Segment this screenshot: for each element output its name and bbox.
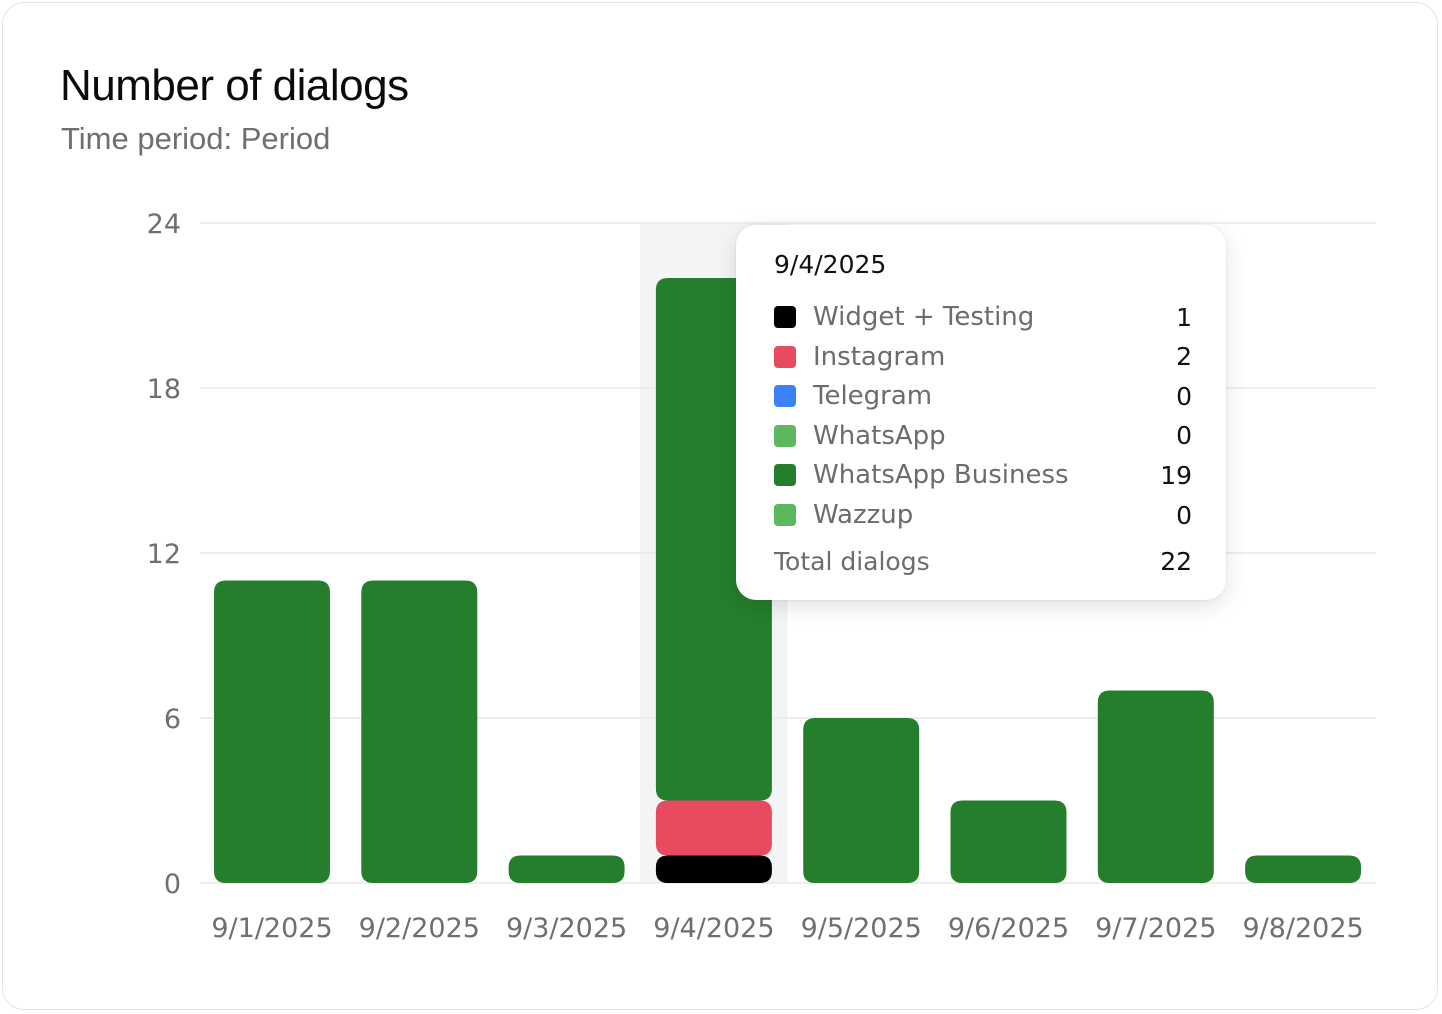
tooltip-row-value: 0 xyxy=(1176,421,1192,451)
x-tick-label: 9/1/2025 xyxy=(211,913,332,944)
tooltip-row-label: WhatsApp Business xyxy=(813,460,1069,491)
tooltip-row-value: 1 xyxy=(1176,302,1192,332)
tooltip-total-value: 22 xyxy=(1160,546,1192,576)
y-tick-label: 6 xyxy=(164,704,181,735)
legend-swatch xyxy=(774,385,796,408)
bar-segment-whatsapp-business xyxy=(214,580,330,883)
tooltip-date: 9/4/2025 xyxy=(774,250,887,279)
y-tick-label: 18 xyxy=(147,374,181,405)
legend-swatch xyxy=(774,504,796,526)
tooltip-row-label: WhatsApp xyxy=(813,420,946,451)
x-tick-label: 9/7/2025 xyxy=(1095,913,1216,944)
tooltip-row-label: Instagram xyxy=(813,341,946,372)
y-tick-label: 24 xyxy=(147,209,181,240)
legend-swatch xyxy=(774,464,796,487)
bar-segment-whatsapp-business xyxy=(508,855,625,883)
bar-segment-whatsapp-business xyxy=(1245,855,1362,883)
chart-title: Number of dialogs xyxy=(60,61,409,110)
tooltip-row: Telegram 0 xyxy=(774,376,1192,416)
tooltip-row: WhatsApp 0 xyxy=(774,416,1192,456)
tooltip-row: Widget + Testing 1 xyxy=(774,297,1192,337)
tooltip-row-value: 0 xyxy=(1176,500,1192,530)
tooltip-total-label: Total dialogs xyxy=(774,546,930,576)
tooltip-row-label: Telegram xyxy=(813,381,933,412)
y-tick-label: 0 xyxy=(164,869,181,900)
x-tick-label: 9/5/2025 xyxy=(801,913,922,944)
tooltip-total-row: Total dialogs 22 xyxy=(774,543,1192,579)
x-tick-label: 9/4/2025 xyxy=(653,913,774,944)
tooltip-row-label: Wazzup xyxy=(813,500,914,530)
tooltip-row-value: 19 xyxy=(1160,460,1192,490)
legend-swatch xyxy=(774,306,796,328)
legend-swatch xyxy=(774,345,796,368)
bar-segment-whatsapp-business xyxy=(1097,690,1214,883)
bar-segment-widget-testing xyxy=(655,855,772,883)
tooltip-row: Wazzup 0 xyxy=(774,495,1192,535)
tooltip-row-label: Widget + Testing xyxy=(813,302,1035,332)
bar-segment-whatsapp-business xyxy=(361,580,478,883)
chart-tooltip: 9/4/2025 Widget + Testing 1 Instagram 2 Tele… xyxy=(736,225,1226,600)
tooltip-row-value: 2 xyxy=(1176,342,1192,372)
bar-segment-whatsapp-business xyxy=(803,718,920,883)
bar-segment-instagram xyxy=(655,800,772,856)
tooltip-row: WhatsApp Business 19 xyxy=(774,455,1192,495)
y-tick-label: 12 xyxy=(147,539,181,570)
time-period-subtitle: Time period: Period xyxy=(61,121,331,156)
tooltip-row-value: 0 xyxy=(1176,381,1192,411)
tooltip-row: Instagram 2 xyxy=(774,337,1192,377)
x-tick-label: 9/8/2025 xyxy=(1242,913,1363,944)
x-tick-label: 9/2/2025 xyxy=(359,913,480,944)
bar-segment-whatsapp-business xyxy=(950,800,1067,883)
x-tick-label: 9/6/2025 xyxy=(948,913,1069,944)
legend-swatch xyxy=(774,424,796,447)
x-tick-label: 9/3/2025 xyxy=(506,913,627,944)
